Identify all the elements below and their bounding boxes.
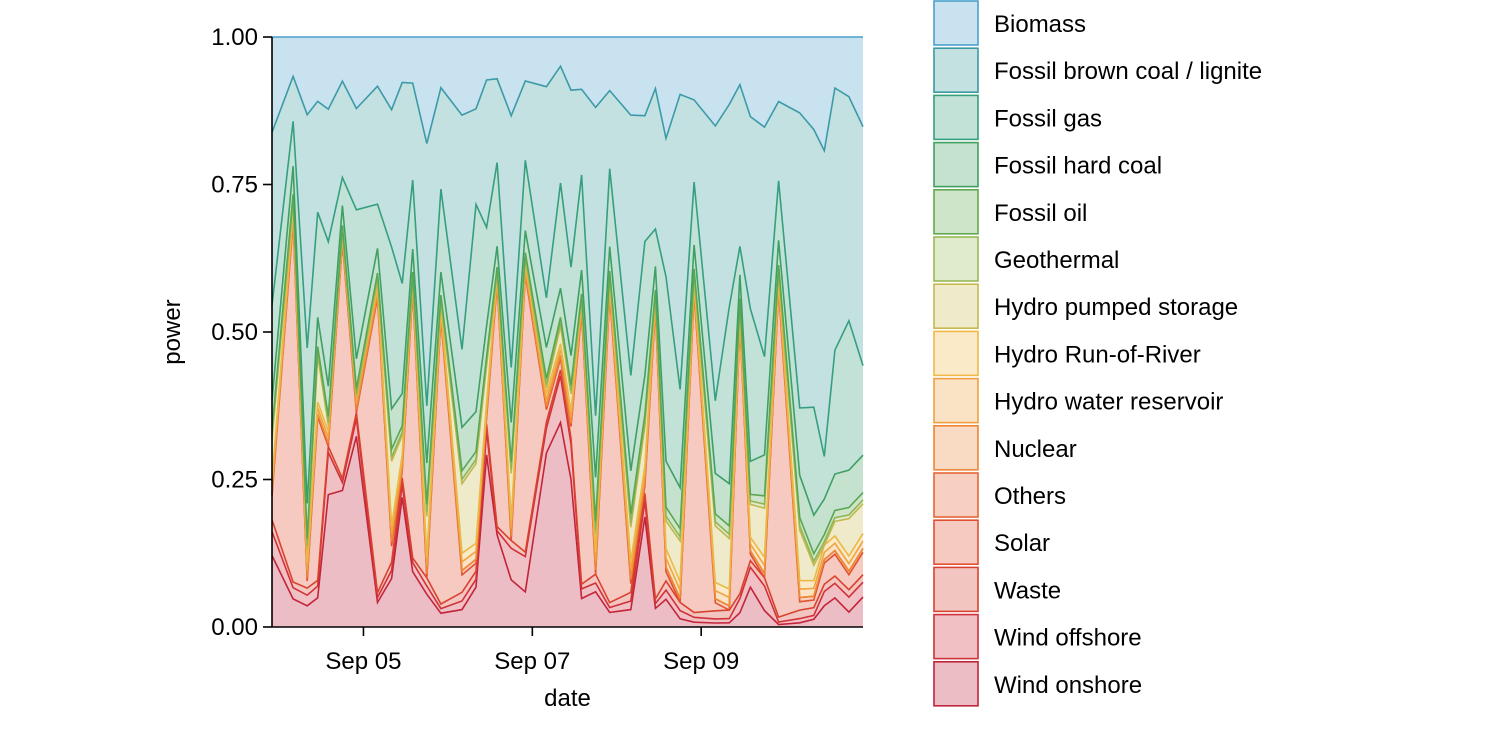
legend-item-hydro-pumped-storage: Hydro pumped storage	[933, 283, 1238, 330]
legend-item-biomass: Biomass	[933, 0, 1086, 46]
y-ticks: 0.00 0.25 0.50 0.75 1.00	[211, 24, 272, 641]
legend-swatch	[933, 566, 979, 613]
x-tick-label: Sep 05	[325, 648, 401, 675]
legend-swatch	[933, 472, 979, 518]
legend-item-waste: Waste	[933, 566, 1061, 613]
y-axis-label: power	[159, 299, 186, 364]
legend-item-hydro-water-reservoir: Hydro water reservoir	[933, 377, 1223, 424]
line-fossil-hard-coal	[271, 166, 864, 517]
legend-label: Waste	[994, 577, 1061, 604]
legend-item-fossil-brown-coal-lignite: Fossil brown coal / lignite	[933, 47, 1262, 94]
legend-label: Geothermal	[994, 247, 1119, 274]
legend-label: Hydro Run-of-River	[994, 341, 1201, 368]
legend-item-solar: Solar	[933, 519, 1050, 566]
legend-label: Wind onshore	[994, 672, 1142, 699]
x-axis-label: date	[544, 685, 591, 712]
legend-label: Fossil oil	[994, 200, 1087, 227]
area-biomass	[272, 37, 863, 151]
legend-item-fossil-hard-coal: Fossil hard coal	[933, 141, 1162, 188]
legend-swatch	[933, 141, 979, 188]
x-ticks: Sep 05 Sep 07 Sep 09	[325, 627, 739, 675]
line-fossil-gas	[271, 121, 864, 457]
y-tick-label: 0.25	[211, 467, 258, 494]
x-tick-label: Sep 07	[494, 648, 570, 675]
legend-label: Biomass	[994, 11, 1086, 38]
legend-item-fossil-oil: Fossil oil	[933, 189, 1087, 235]
legend-label: Others	[994, 483, 1066, 510]
legend-item-wind-offshore: Wind offshore	[933, 613, 1142, 660]
legend-swatch	[933, 0, 979, 46]
legend-label: Fossil gas	[994, 105, 1102, 132]
legend-item-hydro-run-of-river: Hydro Run-of-River	[933, 330, 1201, 377]
area-fossil-brown-coal-lignite	[272, 66, 863, 457]
legend-swatch	[933, 613, 979, 660]
line-wind-onshore	[271, 419, 864, 626]
line-fossil-oil	[271, 194, 864, 556]
y-tick-label: 1.00	[211, 24, 258, 51]
legend-item-nuclear: Nuclear	[933, 424, 1077, 471]
legend-label: Hydro water reservoir	[994, 389, 1223, 416]
legend-swatch	[933, 283, 979, 330]
legend-swatch	[933, 330, 979, 377]
legend-swatch	[933, 424, 979, 471]
legend-item-others: Others	[933, 472, 1066, 518]
legend-label: Hydro pumped storage	[994, 294, 1238, 321]
legend-item-geothermal: Geothermal	[933, 236, 1119, 282]
legend-label: Fossil hard coal	[994, 153, 1162, 180]
legend-item-wind-onshore: Wind onshore	[933, 660, 1142, 707]
legend-item-fossil-gas: Fossil gas	[933, 94, 1102, 141]
legend-label: Wind offshore	[994, 625, 1142, 652]
legend-label: Fossil brown coal / lignite	[994, 58, 1262, 85]
area-fossil-hard-coal	[272, 166, 863, 554]
legend-swatch	[933, 519, 979, 566]
line-fossil-brown-coal-lignite	[271, 64, 864, 154]
y-tick-label: 0.75	[211, 172, 258, 199]
legend: Biomass Fossil brown coal / lignite Fossil…	[933, 0, 1262, 707]
area-layers	[271, 36, 864, 627]
y-tick-label: 0.50	[211, 319, 258, 346]
legend-swatch	[933, 660, 979, 707]
axes: 0.000.250.500.751.00 Sep 05 Sep 07 Sep 09 …	[159, 24, 863, 712]
y-tick-label: 0.00	[211, 614, 258, 641]
legend-swatch	[933, 236, 979, 282]
legend-swatch	[933, 189, 979, 235]
legend-label: Solar	[994, 530, 1050, 557]
legend-swatch	[933, 377, 979, 424]
area-fossil-gas	[272, 121, 863, 516]
area-solar	[272, 222, 863, 618]
legend-label: Nuclear	[994, 436, 1077, 463]
area-hydro-pumped-storage	[272, 202, 863, 590]
legend-swatch	[933, 94, 979, 141]
area-wind-onshore	[272, 422, 863, 627]
x-tick-label: Sep 09	[663, 648, 739, 675]
legend-swatch	[933, 47, 979, 94]
